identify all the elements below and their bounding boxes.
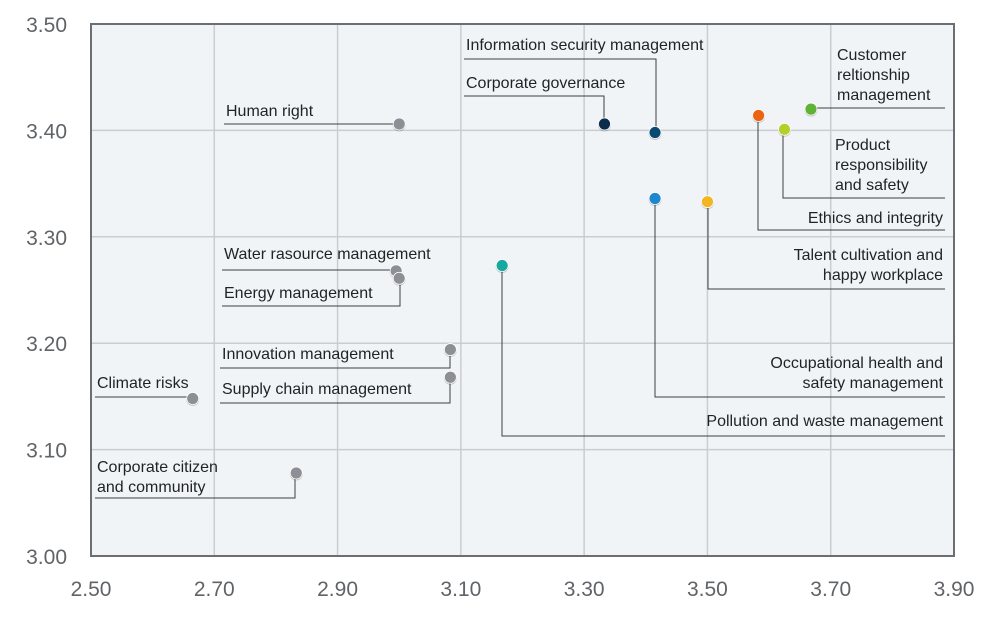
point-label-line: happy workplace [823,267,943,284]
point-label-line: Corporate governance [466,75,625,92]
leader-line-product-responsibility-and-safety [782,129,945,199]
point-label-customer-reltionship-management: Customer reltionship management [837,47,931,104]
point-label-line: Corporate citizen [97,459,218,476]
point-label-line: Talent cultivation and [794,247,943,264]
leader-line-information-security-management [464,58,657,132]
data-point-information-security-management [648,126,662,139]
point-label-talent-cultivation-and-happy-workplace: Talent cultivation and happy workplace [794,247,944,284]
plot-frame [90,23,955,557]
point-label-innovation-management: Innovation management [222,346,394,363]
point-label-line: and community [97,479,206,496]
point-label-line: Water rasource management [224,246,431,263]
data-point-human-right [392,117,406,131]
point-label-water-rasource-management: Water rasource management [224,246,431,263]
point-label-product-responsibility-and-safety: Product responsibility and safety [835,137,927,194]
data-point-climate-risks [186,392,200,405]
y-tick-label: 3.00 [26,546,67,569]
data-point-pollution-and-waste-management [495,259,509,272]
leader-line-supply-chain-management [220,377,451,404]
x-tick-label: 3.10 [440,578,481,601]
leader-line-energy-management [222,278,401,307]
point-label-information-security-management: Information security management [466,37,704,54]
leader-line-talent-cultivation-and-happy-workplace [707,202,945,290]
point-label-line: Innovation management [222,346,394,363]
point-label-line: Occupational health and [770,355,943,372]
data-point-ethics-and-integrity [752,109,765,122]
point-label-climate-risks: Climate risks [97,375,189,392]
point-label-human-right: Human right [226,103,314,120]
data-point-customer-reltionship-management [804,102,818,116]
y-tick-label: 3.50 [26,14,67,37]
point-label-occupational-health-and-safety-management: Occupational health and safety management [770,355,943,392]
x-tick-label: 2.70 [194,578,235,601]
point-label-energy-management: Energy management [224,285,373,302]
data-point-talent-cultivation-and-happy-workplace [701,195,714,209]
plot-background [91,24,954,556]
point-label-line: Information security management [466,37,704,54]
point-label-line: and safety [835,177,909,194]
point-label-line: management [837,87,931,104]
point-label-corporate-governance: Corporate governance [466,75,625,92]
y-tick-label: 3.30 [26,227,67,250]
y-tick-label: 3.20 [26,333,67,356]
x-tick-label: 2.90 [317,578,358,601]
leader-line-corporate-governance [464,95,605,123]
data-point-product-responsibility-and-safety [778,122,791,136]
point-label-line: Energy management [224,285,373,302]
x-tick-label: 3.70 [810,578,851,601]
point-labels: Information security management Corporate… [97,37,944,496]
y-tick-label: 3.40 [26,120,67,143]
point-label-line: safety management [802,375,943,392]
point-label-line: reltionship [837,67,910,84]
point-label-line: Supply chain management [222,381,412,398]
leader-line-corporate-citizen-and-community [95,471,296,499]
point-label-line: Ethics and integrity [808,210,943,227]
data-point-corporate-citizen-and-community [289,466,303,480]
leader-line-occupational-health-and-safety-management [654,198,945,398]
point-label-line: Pollution and waste management [706,413,943,430]
x-tick-label: 3.90 [934,578,975,601]
point-label-ethics-and-integrity: Ethics and integrity [808,210,943,227]
point-label-line: Customer [837,47,907,64]
x-tick-label: 3.30 [564,578,605,601]
leader-line-ethics-and-integrity [757,114,945,231]
point-label-supply-chain-management: Supply chain management [222,381,412,398]
point-label-line: responsibility [835,157,927,174]
data-point-corporate-governance [598,117,611,131]
data-point-energy-management [392,271,406,285]
point-label-line: Product [835,137,891,154]
point-label-corporate-citizen-and-community: Corporate citizen and community [97,459,218,496]
point-label-line: Climate risks [97,375,189,392]
x-tick-label: 2.50 [71,578,112,601]
data-point-occupational-health-and-safety-management [648,192,662,205]
grid-lines [91,24,954,556]
data-point-innovation-management [443,343,457,356]
axis-tick-labels: 2.50 2.70 2.90 3.10 3.30 3.50 3.70 3.90 3.00 3.10… [26,14,974,601]
data-point-supply-chain-management [443,370,457,384]
leader-line-pollution-and-waste-management [501,265,945,437]
point-label-line: Human right [226,103,314,120]
data-points [186,102,818,481]
y-tick-label: 3.10 [26,440,67,463]
point-label-pollution-and-waste-management: Pollution and waste management [706,413,943,430]
x-tick-label: 3.50 [687,578,728,601]
